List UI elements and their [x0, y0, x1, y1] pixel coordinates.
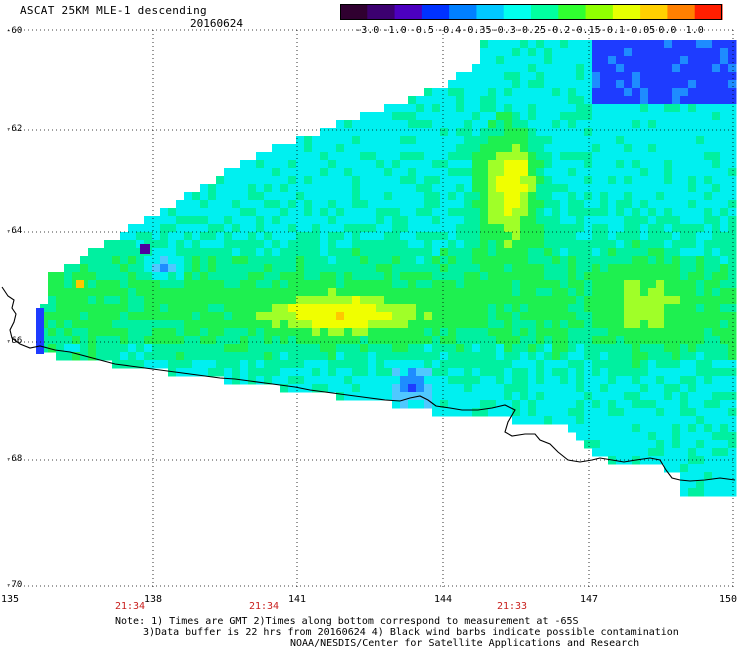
colorbar-tick-label: -0.3 [491, 25, 516, 36]
colorbar-tick-label: -0.4 [437, 25, 462, 36]
colorbar-segment [503, 4, 532, 20]
product-date: 20160624 [190, 17, 243, 30]
colorbar-segment [394, 4, 423, 20]
colorbar-segment [558, 4, 587, 20]
colorbar-tick-label: -0.05 [625, 25, 656, 36]
time-label: 21:34 [114, 601, 146, 612]
lat-label: -62 [6, 124, 23, 134]
data-swath [36, 40, 737, 497]
lat-label: -66 [6, 336, 23, 346]
colorbar-tick-label: -0.1 [600, 25, 625, 36]
note-line-3: NOAA/NESDIS/Center for Satellite Applica… [290, 638, 640, 649]
colorbar-tick-label: -0.5 [409, 25, 434, 36]
lon-label: 147 [579, 594, 599, 605]
colorbar-tick-label: 0.0 [658, 25, 677, 36]
colorbar-segment [531, 4, 559, 20]
colorbar-tick-label: -3.0 [355, 25, 380, 36]
lon-label: 141 [287, 594, 307, 605]
colorbar [340, 4, 723, 20]
lon-label: 150 [718, 594, 738, 605]
note-line-2: 3)Data buffer is 22 hrs from 20160624 4)… [143, 627, 679, 638]
colorbar-segment [367, 4, 396, 20]
time-label: 21:34 [248, 601, 280, 612]
lat-label: -68 [6, 454, 23, 464]
colorbar-segment [340, 4, 368, 20]
colorbar-tick-label: -1.0 [382, 25, 407, 36]
colorbar-segment [667, 4, 696, 20]
colorbar-tick-label: -0.35 [461, 25, 492, 36]
colorbar-tick-label: -0.15 [570, 25, 601, 36]
colorbar-segment [585, 4, 614, 20]
colorbar-segment [640, 4, 669, 20]
lat-label: -70 [6, 580, 23, 590]
colorbar-segment [694, 4, 723, 20]
coastline [1, 286, 736, 482]
colorbar-tick-label: -0.2 [546, 25, 571, 36]
colorbar-tick-label: 1.0 [685, 25, 704, 36]
colorbar-segment [612, 4, 641, 20]
lat-lon-grid [8, 29, 734, 590]
time-label: 21:33 [496, 601, 528, 612]
lon-label: 144 [433, 594, 453, 605]
colorbar-segment [421, 4, 450, 20]
product-title: ASCAT 25KM MLE-1 descending [20, 4, 207, 17]
lon-label: 135 [0, 594, 20, 605]
colorbar-segment [476, 4, 505, 20]
lat-label: -60 [6, 26, 23, 36]
colorbar-tick-label: -0.25 [515, 25, 547, 36]
colorbar-segment [449, 4, 478, 20]
lon-label: 138 [143, 594, 163, 605]
note-line-1: Note: 1) Times are GMT 2)Times along bot… [115, 616, 579, 627]
lat-label: -64 [6, 226, 23, 236]
